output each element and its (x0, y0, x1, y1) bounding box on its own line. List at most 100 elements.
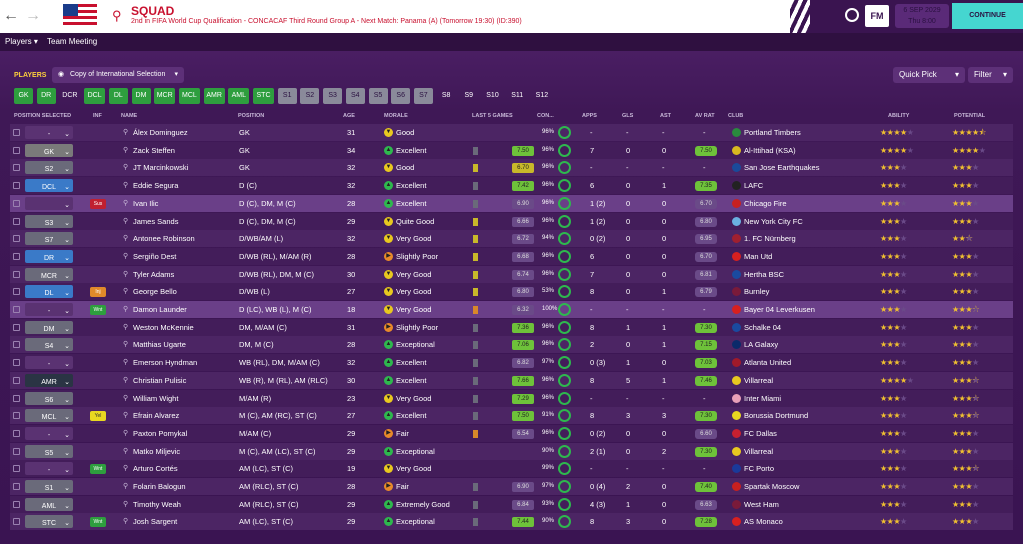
col-name[interactable]: NAME (121, 113, 138, 119)
view-selector[interactable]: ◉ Copy of International Selection ▾ (52, 67, 184, 83)
team-meeting-menu[interactable]: Team Meeting (47, 37, 98, 46)
player-club[interactable]: LA Galaxy (744, 340, 779, 350)
row-checkbox[interactable] (13, 306, 20, 313)
position-selector[interactable]: AMR ⌄ (25, 373, 73, 387)
position-tab-s7[interactable]: S7 (413, 88, 433, 104)
row-checkbox[interactable] (13, 465, 20, 473)
player-club[interactable]: Spartak Moscow (744, 482, 800, 491)
table-row[interactable]: MCR ⌄ ⚲ Tyler Adams D/WB (RL), DM, M (C) 30 ▼ V… (10, 265, 1013, 283)
player-club[interactable]: Burnley (744, 287, 770, 297)
player-name[interactable]: Álex Dominguez (133, 128, 188, 137)
table-row[interactable]: - ⌄ Wnt ⚲ Arturo Cortés AM (LC), ST (C) 19 ▼ Ver… (10, 460, 1013, 478)
table-row[interactable]: S1 ⌄ ⚲ Folarin Balogun AM (RLC), ST (C) 28 ▶ Fa… (10, 478, 1013, 495)
position-tab-s1[interactable]: S1 (277, 88, 297, 104)
player-club[interactable]: New York City FC (744, 216, 803, 226)
table-row[interactable]: STC ⌄ Wnt ⚲ Josh Sargent AM (LC), ST (C) 29 ▲ Ex… (10, 513, 1013, 531)
row-checkbox[interactable] (13, 235, 20, 243)
table-row[interactable]: - ⌄ Wnt ⚲ Damon Launder D (LC), WB (L), M (C)… (10, 301, 1013, 318)
col-position-selected[interactable]: POSITION SELECTED (14, 113, 72, 119)
position-selector[interactable]: DR ⌄ (25, 249, 73, 263)
continue-button[interactable]: CONTINUE (952, 3, 1023, 29)
row-checkbox[interactable] (13, 341, 20, 349)
row-checkbox[interactable] (13, 518, 20, 526)
row-checkbox[interactable] (13, 394, 20, 402)
player-name[interactable]: William Wight (133, 393, 179, 403)
position-selector[interactable]: - ⌄ (25, 426, 73, 440)
player-name[interactable]: George Bello (133, 287, 177, 297)
table-row[interactable]: S2 ⌄ ⚲ JT Marcinkowski GK 32 ▼ Good 6.70 96% - - - - S… (10, 159, 1013, 177)
player-club[interactable]: Hertha BSC (744, 269, 785, 279)
row-checkbox[interactable] (13, 199, 20, 207)
forward-arrow-icon[interactable]: → (25, 7, 41, 24)
filter-button[interactable]: Filter ▾ (968, 67, 1013, 83)
table-row[interactable]: ⌄ Sus ⚲ Ivan Ilic D (C), DM, M (C) 28 ▲ Excelle… (10, 194, 1013, 212)
row-checkbox[interactable] (13, 483, 20, 490)
position-selector[interactable]: - ⌄ (25, 303, 73, 316)
position-selector[interactable]: - ⌄ (25, 126, 73, 139)
position-tab-mcr[interactable]: MCR (154, 88, 176, 104)
player-name[interactable]: James Sands (133, 216, 179, 226)
position-selector[interactable]: DCL ⌄ (25, 179, 73, 193)
player-name[interactable]: Ivan Ilic (133, 198, 159, 208)
player-club[interactable]: Inter Miami (744, 393, 782, 403)
position-tab-dcl[interactable]: DCL (84, 88, 106, 104)
player-club[interactable]: Borussia Dortmund (744, 411, 809, 421)
position-tab-s6[interactable]: S6 (391, 88, 411, 104)
table-row[interactable]: S7 ⌄ ⚲ Antonee Robinson D/WB/AM (L) 32 ▼ Very G… (10, 230, 1013, 248)
row-checkbox[interactable] (13, 429, 20, 437)
position-selector[interactable]: DM ⌄ (25, 320, 73, 334)
position-selector[interactable]: S7 ⌄ (25, 232, 73, 246)
position-selector[interactable]: ⌄ (25, 196, 73, 210)
row-checkbox[interactable] (13, 412, 20, 420)
position-tab-mcl[interactable]: MCL (178, 88, 200, 104)
col-avrat[interactable]: AV RAT (695, 113, 715, 119)
position-selector[interactable]: MCR ⌄ (25, 267, 73, 281)
player-club[interactable]: Schalke 04 (744, 322, 782, 332)
back-arrow-icon[interactable]: ← (3, 7, 19, 24)
position-tab-amr[interactable]: AMR (203, 88, 225, 104)
position-tab-gk[interactable]: GK (14, 88, 33, 104)
row-checkbox[interactable] (13, 129, 20, 136)
player-club[interactable]: LAFC (744, 181, 764, 191)
position-tab-s8[interactable]: S8 (441, 92, 451, 99)
player-name[interactable]: Efrain Alvarez (133, 411, 180, 421)
table-row[interactable]: DR ⌄ ⚲ Sergiño Dest D/WB (RL), M/AM (R) 28 ▶ Sl… (10, 247, 1013, 265)
row-checkbox[interactable] (13, 217, 20, 225)
player-club[interactable]: Man Utd (744, 251, 773, 261)
player-name[interactable]: JT Marcinkowski (133, 163, 189, 173)
table-row[interactable]: S3 ⌄ ⚲ James Sands D (C), DM, M (C) 29 ▼ Quite … (10, 212, 1013, 230)
table-row[interactable]: - ⌄ ⚲ Álex Dominguez GK 31 ▼ Good 96% - - - - Portlan… (10, 124, 1013, 141)
position-tab-dr[interactable]: DR (36, 88, 56, 104)
player-name[interactable]: Eddie Segura (133, 181, 179, 191)
search-icon[interactable]: ⚲ (112, 8, 122, 23)
player-name[interactable]: Weston McKennie (133, 322, 194, 332)
col-club[interactable]: CLUB (728, 113, 744, 119)
player-club[interactable]: FC Porto (744, 464, 775, 474)
col-last5[interactable]: LAST 5 GAMES (472, 113, 513, 119)
position-tab-s9[interactable]: S9 (464, 92, 474, 99)
table-row[interactable]: DCL ⌄ ⚲ Eddie Segura D (C) 32 ▲ Excellent 7.42 96… (10, 177, 1013, 195)
table-row[interactable]: AMR ⌄ ⚲ Christian Pulisic WB (R), M (RL), AM… (10, 371, 1013, 389)
position-selector[interactable]: S5 ⌄ (25, 444, 73, 458)
player-name[interactable]: Zack Steffen (133, 145, 175, 155)
quick-pick-button[interactable]: Quick Pick ▾ (893, 67, 965, 83)
player-club[interactable]: Chicago Fire (744, 198, 787, 208)
players-menu[interactable]: Players ▾ (5, 37, 38, 46)
position-tab-s11[interactable]: S11 (511, 92, 524, 99)
position-selector[interactable]: MCL ⌄ (25, 409, 73, 423)
player-club[interactable]: San Jose Earthquakes (744, 163, 820, 173)
col-con[interactable]: CON... (537, 113, 554, 119)
col-potential[interactable]: POTENTIAL (954, 113, 986, 119)
position-selector[interactable]: S2 ⌄ (25, 161, 73, 175)
fm-menu-button[interactable]: FM (865, 5, 889, 27)
row-checkbox[interactable] (13, 252, 20, 260)
position-tab-s10[interactable]: S10 (486, 92, 499, 99)
position-tab-s12[interactable]: S12 (535, 92, 549, 99)
player-name[interactable]: Paxton Pomykal (133, 428, 188, 438)
position-selector[interactable]: - ⌄ (25, 462, 73, 476)
player-name[interactable]: Matthias Ugarte (133, 340, 186, 350)
position-tab-s2[interactable]: S2 (300, 88, 320, 104)
table-row[interactable]: S4 ⌄ ⚲ Matthias Ugarte DM, M (C) 28 ▲ Exception… (10, 336, 1013, 354)
player-name[interactable]: Emerson Hyndman (133, 358, 198, 368)
position-tab-dcr[interactable]: DCR (62, 92, 78, 99)
